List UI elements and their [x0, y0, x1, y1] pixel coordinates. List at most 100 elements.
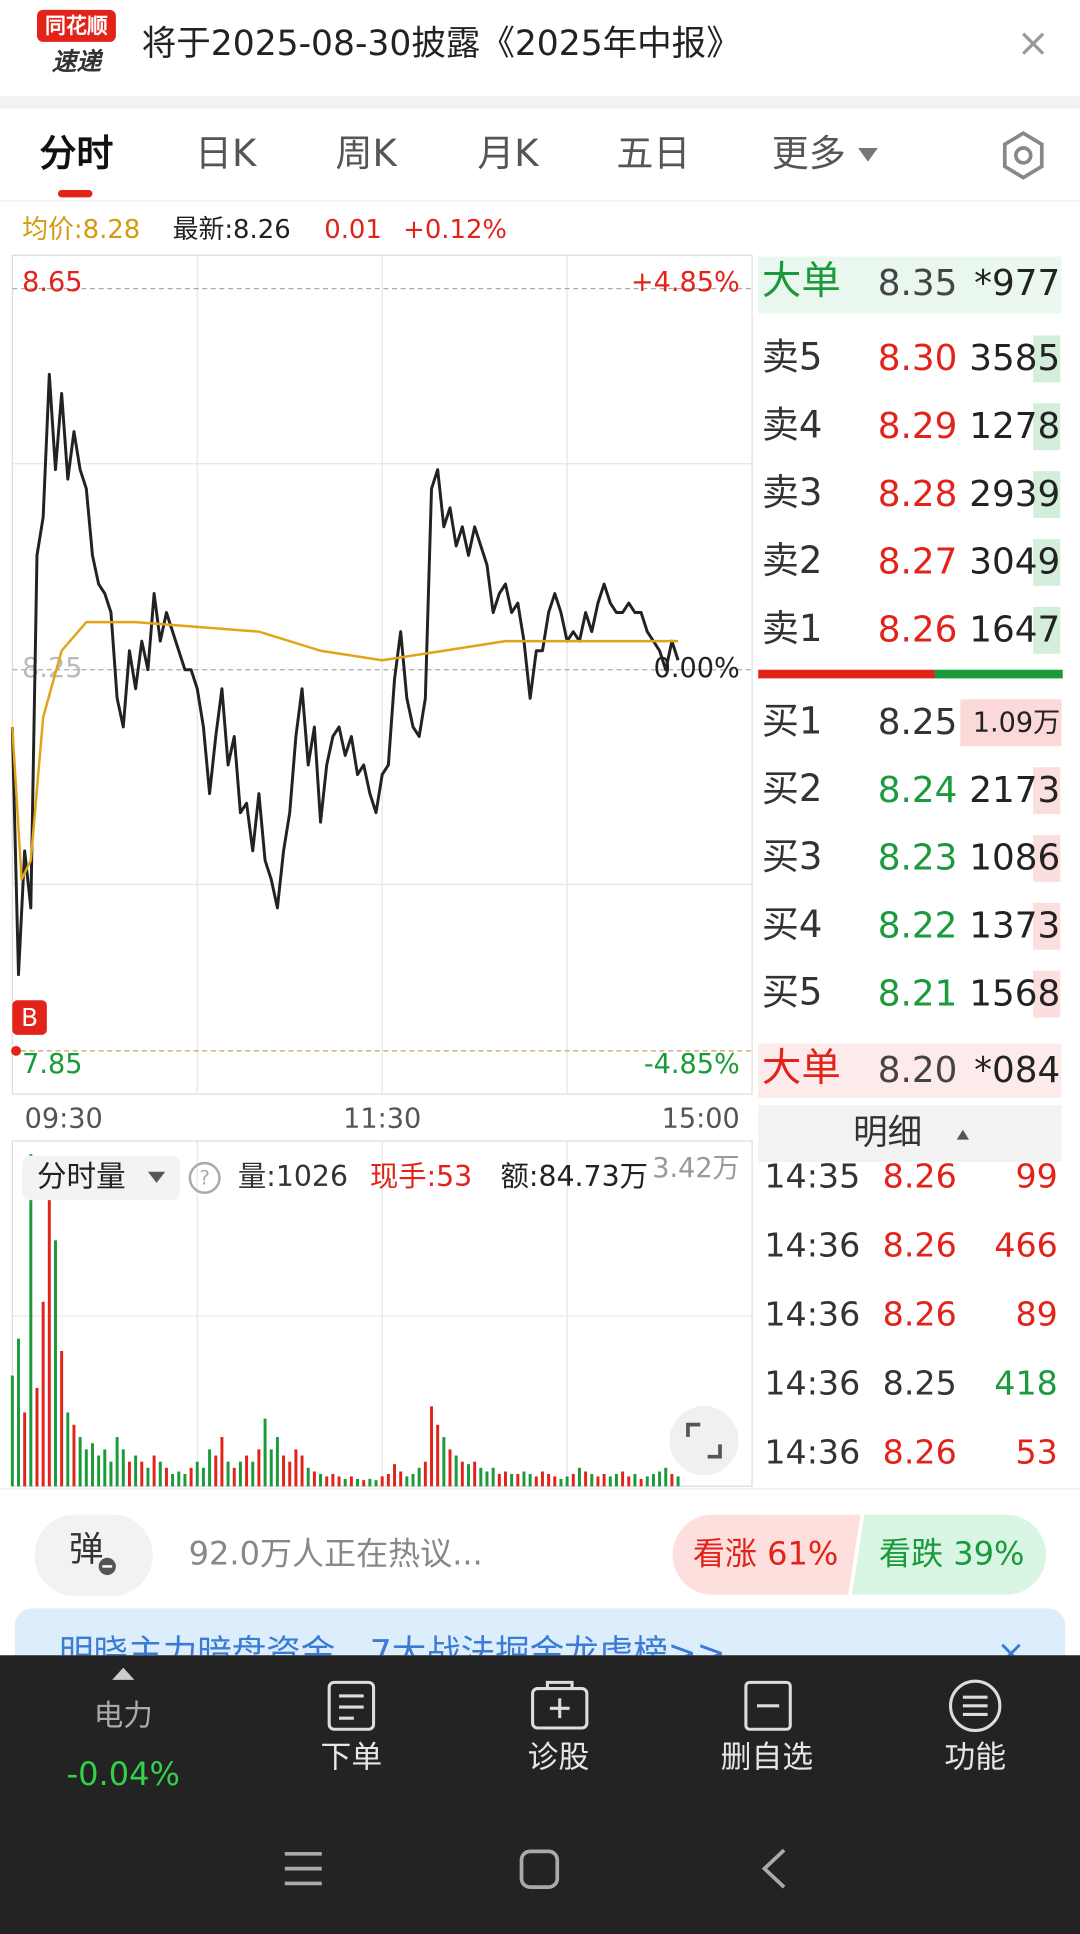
volume-bar — [171, 1473, 175, 1487]
volume-bar — [540, 1471, 544, 1487]
separator — [0, 96, 1080, 109]
volume-bar — [676, 1476, 680, 1487]
volume-bar — [66, 1412, 70, 1487]
volume-bar — [220, 1437, 224, 1487]
diagnose-icon-plus — [545, 1680, 574, 1719]
function-icon-lines — [962, 1695, 988, 1716]
trade-price: 8.26 — [883, 1295, 957, 1334]
volume-bar — [596, 1476, 600, 1487]
bull-text: 看涨 61% — [693, 1534, 838, 1572]
bear-button[interactable] — [851, 1514, 1047, 1595]
tab[interactable]: 分时 — [39, 132, 113, 175]
volume-bar — [275, 1437, 279, 1487]
order-icon-lines — [339, 1694, 364, 1720]
volume-bar — [436, 1424, 440, 1487]
volume-bar — [528, 1473, 532, 1487]
x-tick-label: 11:30 — [343, 1103, 421, 1134]
ask-price: 8.28 — [878, 474, 958, 515]
bear-text: 看跌 39% — [879, 1534, 1024, 1572]
volume-bar — [257, 1449, 261, 1487]
volume-bar — [411, 1473, 415, 1487]
volume-bar — [337, 1476, 341, 1487]
bid-label: 买2 — [762, 767, 823, 810]
fullscreen-button[interactable] — [669, 1406, 739, 1476]
ask-label: 卖4 — [762, 403, 823, 446]
big-buy-label: 大单 — [762, 1045, 841, 1091]
tab[interactable]: 更多 — [772, 132, 846, 175]
volume-bar — [430, 1406, 433, 1487]
volume-bar — [115, 1437, 119, 1487]
toolbar-item[interactable]: 删自选 — [721, 1739, 813, 1775]
sell-ratio — [758, 669, 935, 679]
banner[interactable]: 明晓主力暗盘资金，7大战法掘金龙虎榜>> × — [14, 1608, 1066, 1694]
volume-bar — [639, 1478, 643, 1487]
volume-bar — [226, 1461, 230, 1487]
tab[interactable]: 月K — [477, 132, 540, 175]
volume-bar — [294, 1449, 298, 1487]
volume-bar — [158, 1461, 162, 1487]
volume-selector[interactable] — [22, 1155, 181, 1201]
volume-bar — [362, 1480, 366, 1487]
toolbar-icons — [327, 1679, 1002, 1733]
volume-bar — [17, 1338, 20, 1487]
bid-depth-bar — [1033, 902, 1061, 950]
trade-volume: 466 — [994, 1225, 1058, 1264]
power-value[interactable]: -0.04% — [67, 1755, 180, 1793]
close-button[interactable]: × — [1017, 20, 1050, 66]
ask-volume: 1647 — [969, 610, 1060, 651]
nav-home[interactable] — [519, 1849, 560, 1889]
help-icon[interactable] — [188, 1161, 221, 1194]
buy-marker — [12, 1000, 47, 1035]
order-icon — [327, 1680, 376, 1731]
danmaku-button[interactable] — [34, 1514, 153, 1597]
volume-bar — [571, 1473, 575, 1487]
volume-bar — [522, 1471, 526, 1487]
buy-marker-label: B — [21, 1003, 38, 1032]
ask-label: 卖3 — [762, 471, 823, 514]
volume-title: 分时量 — [37, 1159, 126, 1193]
tab[interactable]: 周K — [336, 132, 399, 175]
volume-bar — [60, 1350, 64, 1487]
bid-highlight — [960, 699, 1062, 747]
volume-bar — [78, 1437, 82, 1487]
bid-volume: 1.09万 — [973, 708, 1060, 739]
volume-bar — [602, 1473, 606, 1487]
volume-bar — [306, 1467, 310, 1487]
trade-volume: 53 — [1015, 1433, 1057, 1472]
toolbar-item[interactable]: 功能 — [944, 1739, 1006, 1775]
bull-button[interactable] — [672, 1514, 861, 1595]
header — [0, 0, 1080, 97]
buy-ratio — [934, 669, 1063, 679]
volume-bar — [10, 1375, 14, 1487]
detail-header[interactable] — [758, 1105, 1062, 1162]
volume-bar — [460, 1461, 464, 1487]
tab[interactable]: 日K — [195, 132, 258, 175]
y-tick-label: 8.65 — [22, 267, 82, 298]
nav-back[interactable] — [761, 1848, 786, 1889]
volume-bar — [232, 1467, 236, 1487]
volume-bar — [177, 1471, 181, 1487]
ask-volume: 3585 — [969, 338, 1060, 379]
volume-bar — [97, 1455, 101, 1487]
volume-bar — [386, 1473, 390, 1487]
volume-bar — [201, 1467, 205, 1487]
volume-bar — [349, 1476, 353, 1487]
x-tick-label: 15:00 — [662, 1103, 740, 1134]
trade-price: 8.26 — [883, 1156, 957, 1195]
bid-price: 8.25 — [878, 702, 958, 743]
settings-icon[interactable] — [1002, 131, 1044, 180]
volume-bar — [356, 1478, 360, 1487]
toolbar-item[interactable]: 下单 — [321, 1739, 383, 1775]
ask-price: 8.27 — [878, 542, 958, 583]
nav-menu[interactable] — [284, 1851, 322, 1886]
volume-bar — [485, 1471, 489, 1487]
ask-depth-bar — [1033, 403, 1061, 451]
banner-close[interactable]: × — [997, 1634, 1026, 1674]
volume-bar — [633, 1473, 637, 1487]
ask-price: 8.30 — [878, 338, 958, 379]
tab[interactable]: 五日 — [616, 132, 690, 175]
toolbar-item[interactable]: 诊股 — [528, 1739, 590, 1775]
logo-badge — [36, 9, 116, 42]
volume-bar — [195, 1461, 199, 1487]
